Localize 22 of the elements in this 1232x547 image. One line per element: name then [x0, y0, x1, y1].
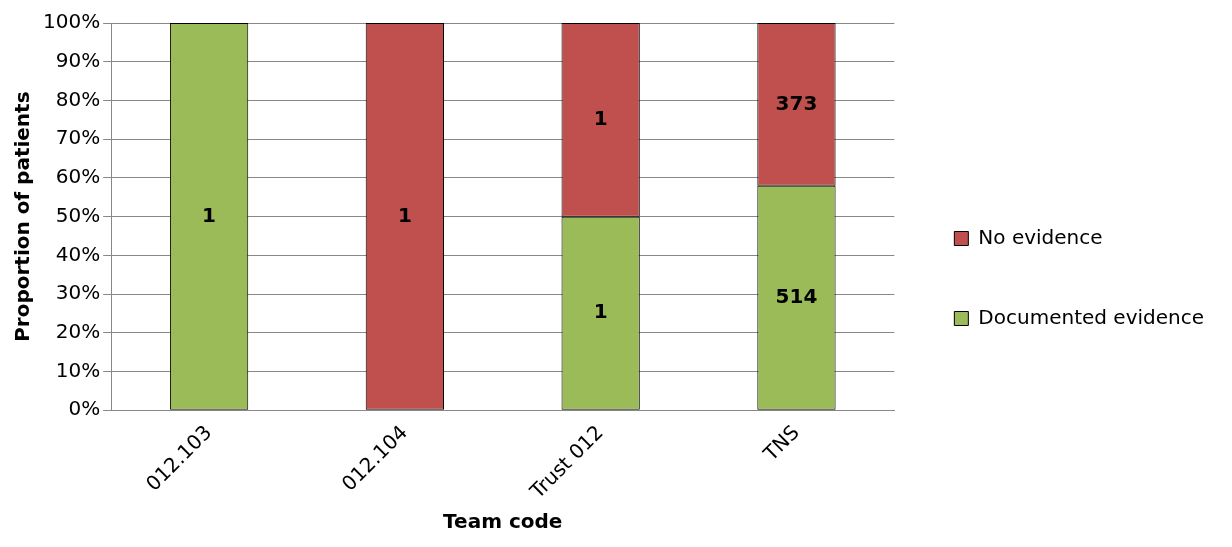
- y-tick-label: 100%: [42, 9, 101, 34]
- y-axis-title: Proportion of patients: [10, 91, 35, 342]
- y-tick-label: 60%: [55, 164, 101, 189]
- annotation: 514: [775, 283, 818, 308]
- y-tick-label: 30%: [55, 280, 101, 305]
- y-tick-label: 50%: [55, 202, 101, 227]
- annotation: 373: [775, 90, 818, 115]
- y-tick-label: 90%: [55, 47, 101, 72]
- annotation: 1: [397, 202, 412, 227]
- y-tick-label: 20%: [55, 319, 101, 344]
- annotation: 1: [202, 202, 217, 227]
- y-tick-label: 0%: [68, 396, 101, 421]
- y-tick-label: 40%: [55, 241, 101, 266]
- legend-label: Documented evidence: [978, 304, 1205, 329]
- annotation: 1: [593, 106, 608, 131]
- y-tick-label: 70%: [55, 125, 101, 150]
- legend-label: No evidence: [978, 224, 1103, 249]
- x-tick-label: TNS: [757, 420, 804, 466]
- y-tick-label: 80%: [55, 86, 101, 111]
- annotation: 1: [593, 299, 608, 324]
- x-axis-title: Team code: [443, 509, 563, 534]
- y-tick-label: 10%: [55, 357, 101, 382]
